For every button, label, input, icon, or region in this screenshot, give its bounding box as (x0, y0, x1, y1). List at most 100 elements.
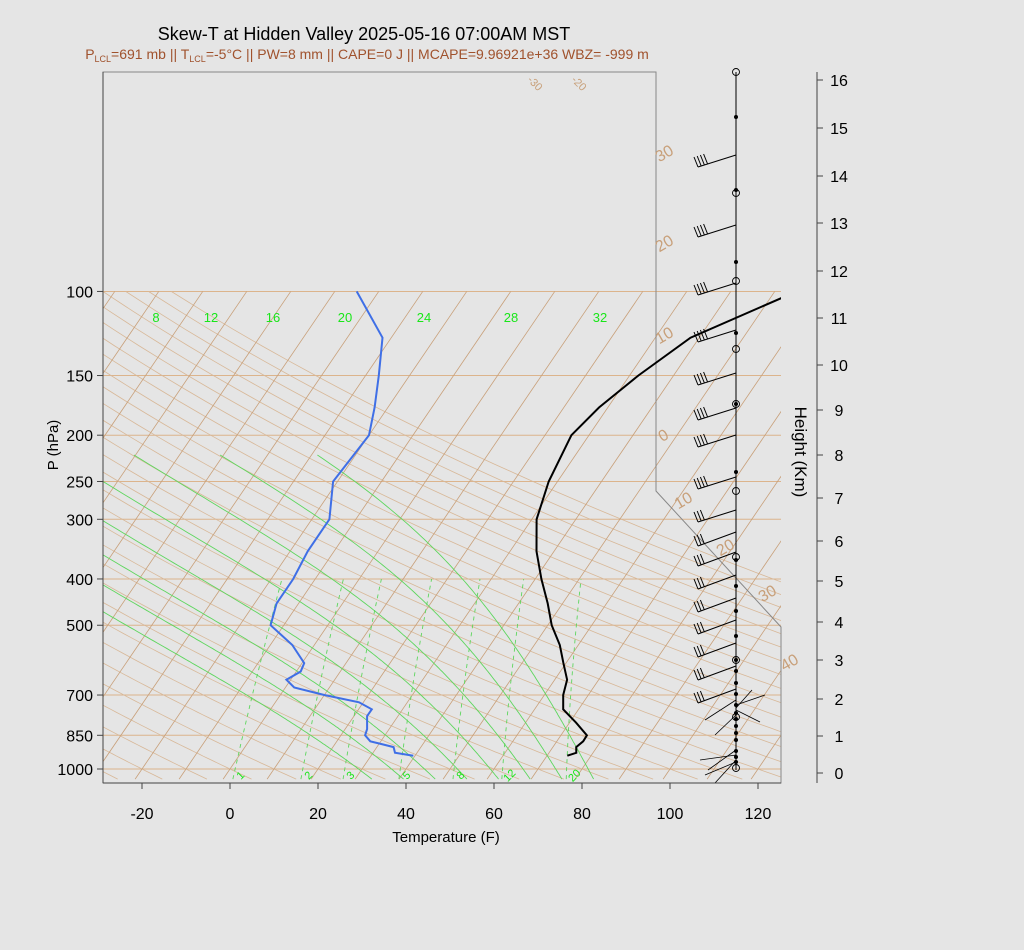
dry-adiabat (103, 704, 252, 780)
barb-flag (696, 600, 702, 612)
barb-flag (703, 281, 709, 293)
isotherm-line (618, 540, 781, 780)
wind-barb (697, 642, 737, 658)
barb-flag (699, 476, 705, 488)
pressure-tick-label: 400 (66, 572, 93, 589)
barb-flag (693, 535, 699, 547)
dewpoint-line (269, 290, 414, 757)
barb-dot (734, 115, 738, 119)
isotherm-line (222, 291, 556, 780)
dry-adiabat (103, 353, 781, 675)
barb-flag (699, 553, 705, 565)
wind-barb (735, 709, 761, 723)
barb-flag (699, 434, 705, 446)
wind-barb (697, 282, 737, 296)
isotherm-line (134, 291, 468, 780)
dry-adiabat (103, 507, 698, 780)
barb-flag (696, 622, 702, 634)
dry-adiabat (103, 601, 475, 780)
hodograph-label: 30 (756, 582, 780, 606)
height-tick-label: 5 (835, 574, 844, 591)
barb-dot (734, 749, 738, 753)
pressure-tick-label: 850 (66, 728, 93, 745)
isotherm-label: -20 (569, 74, 589, 94)
barb-flag (693, 374, 699, 386)
pressure-tick-label: 700 (66, 688, 93, 705)
calm-circle (732, 487, 740, 495)
moist-adiabat (133, 454, 531, 780)
height-tick-label: 2 (835, 692, 844, 709)
barb-flag (693, 226, 699, 238)
dry-adiabat (103, 582, 520, 780)
dry-adiabat (103, 291, 781, 621)
barb-flag (703, 433, 709, 445)
dry-adiabat (103, 683, 297, 780)
temperature-line (535, 297, 781, 757)
pressure-tick-label: 150 (66, 369, 93, 386)
barb-dot (734, 755, 738, 759)
height-tick-label: 4 (835, 615, 844, 632)
height-axis-label: Height (Km) (791, 407, 810, 498)
barb-flag (699, 154, 705, 166)
isotherm-line (103, 291, 248, 504)
x-axis-label: Temperature (F) (392, 829, 500, 846)
barb-flag (699, 372, 705, 384)
height-tick-label: 6 (835, 534, 844, 551)
mixing-ratio-label: 12 (501, 767, 518, 784)
barb-flag (696, 534, 702, 546)
mixing-ratio-line (452, 578, 481, 780)
wind-barb (707, 749, 737, 771)
moist-adiabat (103, 554, 436, 780)
isotherm-line (178, 291, 512, 780)
wind-barb (735, 694, 766, 706)
wind-barb (704, 761, 737, 776)
pressure-tick-label: 500 (66, 618, 93, 635)
height-tick-label: 13 (830, 216, 848, 233)
barb-dot (734, 584, 738, 588)
wind-barb (697, 509, 737, 523)
hodograph-label: 20 (653, 232, 677, 256)
dry-adiabat (148, 291, 781, 596)
dry-adiabat (103, 563, 565, 780)
isotherm-line (0, 291, 71, 779)
barb-flag (693, 409, 699, 421)
moist-adiabat-label: 28 (504, 310, 518, 325)
moist-adiabat (219, 454, 563, 780)
pressure-tick-label: 250 (66, 474, 93, 491)
dry-adiabat (103, 402, 781, 718)
subtitle-lcl-temperature: -5°C (214, 46, 242, 62)
chart-subtitle: PLCL=691 mb || TLCL=-5°C || PW=8 mm || C… (85, 46, 649, 64)
subtitle-wbz: -999 m (605, 46, 649, 62)
moist-adiabat (317, 454, 595, 780)
isotherm-line (1015, 291, 1024, 779)
dry-adiabat (0, 291, 73, 779)
moist-adiabat (103, 584, 404, 780)
barb-dot (734, 724, 738, 728)
wind-barb (699, 754, 737, 761)
isotherm-line (103, 291, 116, 310)
height-tick-label: 14 (830, 169, 848, 186)
temperature-tick-label: 120 (745, 806, 772, 823)
height-tick-label: 15 (830, 121, 848, 138)
calm-circle (732, 656, 740, 664)
barb-flag (696, 435, 702, 447)
barb-flag (699, 667, 705, 679)
pressure-tick-label: 100 (66, 284, 93, 301)
height-tick-label: 11 (831, 311, 848, 328)
dry-adiabat (170, 291, 781, 583)
isotherm-line (750, 734, 781, 780)
barb-flag (693, 436, 699, 448)
isotherm-line (486, 346, 781, 780)
isotherm-line (574, 475, 781, 780)
barb-flag (696, 510, 702, 522)
dry-adiabat (103, 369, 781, 689)
barb-flag (693, 511, 699, 523)
barb-flag (703, 475, 709, 487)
pressure-tick-label: 1000 (57, 762, 93, 779)
dry-adiabat (103, 337, 781, 662)
isotherm-line (103, 291, 160, 375)
calm-circle (732, 553, 740, 561)
height-tick-label: 16 (830, 73, 848, 90)
calm-circle (732, 345, 740, 353)
